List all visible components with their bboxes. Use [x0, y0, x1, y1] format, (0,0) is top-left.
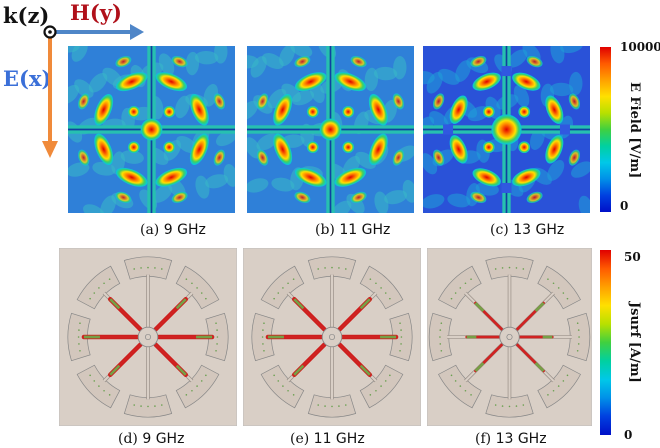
efield-panel-c [411, 38, 593, 219]
efield-caption-b: (b) 11 GHz [315, 222, 390, 238]
efield-colorbar-title: E Field [V/m] [627, 82, 642, 179]
efield-caption-c: (c) 13 GHz [490, 222, 564, 238]
jsurf-caption-f: (f) 13 GHz [475, 431, 547, 447]
caption-freq: 11 GHz [339, 222, 391, 238]
h-axis-label: H(y) [70, 0, 122, 25]
h-arrowhead [130, 24, 144, 40]
caption-prefix: (b) [315, 222, 335, 238]
efield-panel-b [235, 38, 417, 219]
k-axis-label: k(z) [3, 3, 50, 28]
jsurf-colorbar [600, 250, 611, 435]
caption-prefix: (e) [290, 431, 310, 447]
jsurf-colorbar-max: 50 [624, 250, 641, 264]
caption-prefix: (d) [118, 431, 138, 447]
caption-prefix: (a) [140, 222, 160, 238]
axes-arrows [42, 24, 144, 158]
efield-caption-a: (a) 9 GHz [140, 222, 206, 238]
jsurf-caption-e: (e) 11 GHz [290, 431, 365, 447]
jsurf-colorbar-min: 0 [624, 428, 633, 442]
caption-freq: 13 GHz [495, 431, 547, 447]
caption-freq: 11 GHz [313, 431, 365, 447]
jsurf-caption-d: (d) 9 GHz [118, 431, 184, 447]
jsurf-panel-d [58, 247, 238, 427]
e-axis-label: E(x) [3, 66, 52, 91]
caption-freq: 9 GHz [142, 431, 185, 447]
jsurf-panel-e [242, 247, 422, 427]
e-arrowhead [42, 141, 58, 158]
caption-freq: 9 GHz [163, 222, 206, 238]
jsurf-colorbar-title: Jsurf [A/m] [627, 302, 642, 383]
efield-colorbar-max: 10000 [620, 40, 660, 54]
jsurf-panel-f [426, 247, 593, 427]
caption-prefix: (f) [475, 431, 492, 447]
caption-freq: 13 GHz [513, 222, 565, 238]
efield-colorbar-min: 0 [620, 199, 629, 213]
efield-colorbar [600, 47, 611, 212]
efield-panel-a [56, 39, 238, 221]
caption-prefix: (c) [490, 222, 509, 238]
